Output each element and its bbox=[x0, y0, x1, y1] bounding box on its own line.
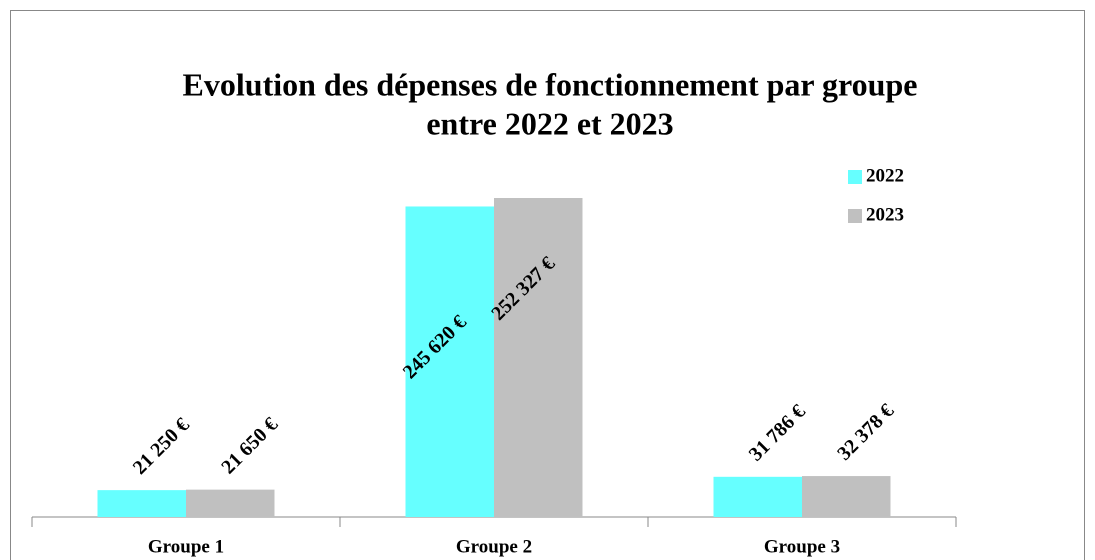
bar bbox=[713, 476, 802, 517]
legend-swatch bbox=[848, 170, 862, 184]
legend-label: 2022 bbox=[866, 165, 904, 186]
chart-subtitle: entre 2022 et 2023 bbox=[426, 105, 673, 141]
legend-label: 2023 bbox=[866, 204, 904, 225]
bar bbox=[97, 490, 186, 517]
x-tick-label: Groupe 3 bbox=[764, 536, 840, 557]
chart-title: Evolution des dépenses de fonctionnement… bbox=[183, 66, 918, 102]
bar bbox=[494, 198, 583, 517]
legend-swatch bbox=[848, 209, 862, 223]
bar bbox=[405, 206, 494, 518]
x-tick-label: Groupe 2 bbox=[456, 536, 532, 557]
bar bbox=[802, 476, 891, 517]
bar bbox=[186, 489, 275, 517]
x-tick-label: Groupe 1 bbox=[148, 536, 224, 557]
